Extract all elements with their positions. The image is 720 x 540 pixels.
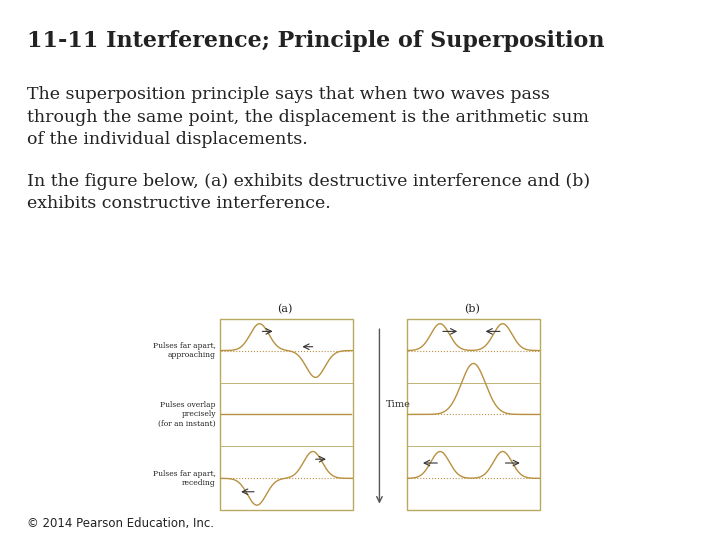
Text: © 2014 Pearson Education, Inc.: © 2014 Pearson Education, Inc. bbox=[27, 517, 215, 530]
Text: In the figure below, (a) exhibits destructive interference and (b)
exhibits cons: In the figure below, (a) exhibits destru… bbox=[27, 173, 590, 212]
Text: (b): (b) bbox=[464, 304, 480, 314]
Text: Pulses far apart,
receding: Pulses far apart, receding bbox=[153, 470, 216, 487]
Text: Pulses far apart,
approaching: Pulses far apart, approaching bbox=[153, 342, 216, 359]
Text: 11-11 Interference; Principle of Superposition: 11-11 Interference; Principle of Superpo… bbox=[27, 30, 605, 52]
Text: (a): (a) bbox=[276, 304, 292, 314]
Text: Time: Time bbox=[386, 400, 411, 409]
Text: Pulses overlap
precisely
(for an instant): Pulses overlap precisely (for an instant… bbox=[158, 401, 216, 428]
Text: The superposition principle says that when two waves pass
through the same point: The superposition principle says that wh… bbox=[27, 86, 589, 148]
